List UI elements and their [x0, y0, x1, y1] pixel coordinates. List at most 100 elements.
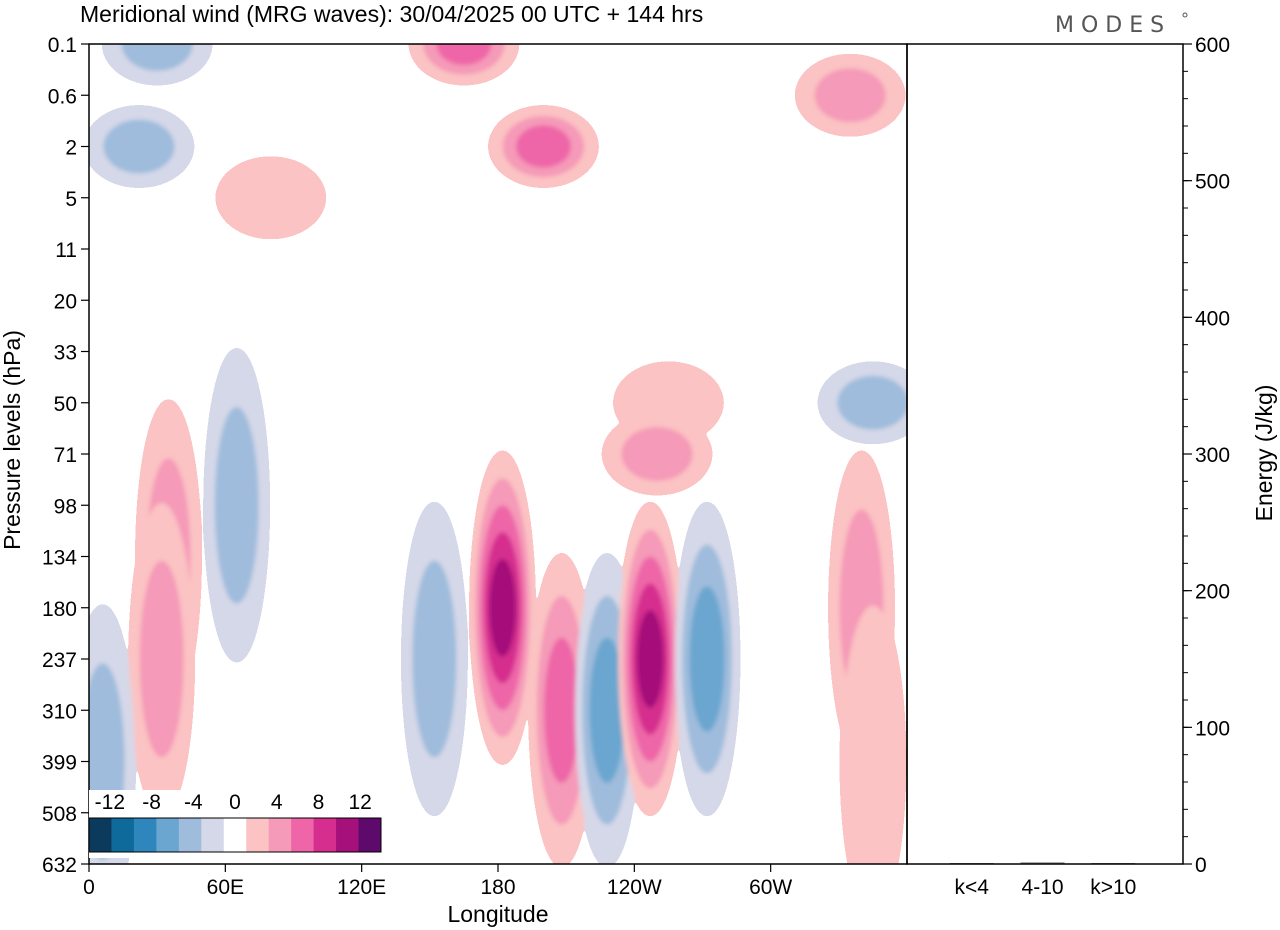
feature-contour — [589, 637, 625, 783]
energy-bars — [949, 862, 1136, 864]
y-tick-label: 399 — [42, 752, 77, 775]
x-tick-label: 120W — [607, 876, 662, 899]
energy-category-label: k<4 — [955, 876, 990, 899]
colorbar-swatch — [201, 818, 225, 852]
feature-positive — [529, 554, 594, 864]
heatmap-panel: 0.1 0.6 2 5 11 20 33 50 71 98 134 180 237 310 399 508 63… — [0, 34, 908, 927]
energy-axis-ticks: 0 100 200 300 400 500 600 — [1183, 34, 1230, 877]
x-tick-label: 60E — [207, 876, 244, 899]
energy-tick-label: 600 — [1195, 34, 1230, 57]
energy-tick-label: 300 — [1195, 444, 1230, 467]
colorbar-label: -12 — [95, 791, 125, 814]
y-axis-label: Pressure levels (hPa) — [0, 330, 25, 550]
feature-negative — [89, 106, 193, 187]
energy-frame — [906, 43, 1184, 865]
energy-tick-label: 500 — [1195, 171, 1230, 194]
feature-negative — [818, 362, 907, 443]
y-tick-label: 20 — [54, 290, 77, 313]
colorbar-labels: -12 -8 -4 0 4 8 12 — [95, 791, 372, 814]
colorbar-swatch — [223, 818, 247, 852]
feature-contour — [216, 157, 325, 238]
y-tick-label: 33 — [54, 342, 77, 365]
feature-positive — [840, 605, 905, 864]
feature-contour — [636, 610, 664, 708]
feature-contour — [689, 586, 725, 732]
feature-contour — [544, 637, 580, 783]
feature-contour — [814, 68, 886, 123]
chart-title: Meridional wind (MRG waves): 30/04/2025 … — [80, 1, 703, 27]
feature-contour — [840, 605, 905, 864]
energy-tick-label: 100 — [1195, 717, 1230, 740]
feature-positive — [129, 503, 194, 815]
feature-contour — [489, 558, 516, 657]
colorbar-label: 4 — [271, 791, 283, 814]
colorbar-swatch — [156, 818, 180, 852]
energy-bar — [1020, 862, 1065, 864]
energy-axis-label: Energy (J/kg) — [1251, 385, 1277, 522]
feature-negative — [89, 605, 135, 864]
colorbar-swatches — [89, 818, 382, 852]
y-axis-ticks: 0.1 0.6 2 5 11 20 33 50 71 98 134 180 237 310 399 508 63… — [42, 34, 89, 877]
colorbar-label: 8 — [313, 791, 325, 814]
feature-positive — [489, 106, 598, 187]
feature-contour — [103, 119, 175, 174]
feature-negative — [675, 503, 740, 815]
y-tick-label: 2 — [65, 137, 77, 160]
y-tick-label: 134 — [42, 547, 77, 570]
y-tick-label: 632 — [42, 854, 77, 877]
y-tick-label: 0.6 — [48, 85, 77, 108]
colorbar-frame — [88, 817, 382, 853]
colorbar-label: 0 — [229, 791, 241, 814]
feature-negative — [402, 503, 467, 815]
y-tick-label: 508 — [42, 803, 77, 826]
x-tick-label: 60W — [749, 876, 792, 899]
energy-bar — [949, 863, 994, 864]
y-tick-label: 71 — [54, 444, 77, 467]
x-axis-label: Longitude — [447, 901, 548, 927]
energy-category-label: k>10 — [1090, 876, 1136, 899]
energy-tick-label: 400 — [1195, 307, 1230, 330]
colorbar-swatch — [291, 818, 315, 852]
energy-tick-label: 200 — [1195, 581, 1230, 604]
y-tick-label: 11 — [55, 239, 77, 262]
colorbar-label: -8 — [142, 791, 161, 814]
logo-text: MODES — [1055, 13, 1171, 38]
x-tick-label: 120E — [337, 876, 386, 899]
energy-panel: 0 100 200 300 400 500 600 k<4 4-10 k>10 Energy (… — [906, 34, 1277, 899]
feature-positive — [603, 414, 712, 494]
colorbar-swatch — [358, 818, 382, 852]
colorbar-swatch — [89, 818, 112, 852]
feature-contour — [139, 560, 184, 758]
feature-negative — [204, 349, 269, 662]
feature-positive — [618, 503, 683, 815]
colorbar-swatch — [313, 818, 337, 852]
logo-mark-icon — [1182, 12, 1188, 18]
feature-positive — [409, 44, 518, 84]
colorbar-label: -4 — [184, 791, 203, 814]
feature-positive — [216, 157, 325, 238]
feature-contour — [214, 406, 259, 604]
colorbar-label: 12 — [348, 791, 371, 814]
feature-contour — [837, 375, 907, 430]
feature-contour — [121, 44, 193, 71]
energy-bar — [1091, 863, 1136, 864]
feature-contour — [436, 44, 492, 66]
colorbar-swatch — [111, 818, 135, 852]
feature-positive — [470, 451, 535, 764]
feature-negative — [103, 44, 212, 84]
y-tick-label: 180 — [42, 598, 77, 621]
y-tick-label: 5 — [65, 188, 77, 211]
feature-contour — [516, 125, 571, 168]
energy-category-label: 4-10 — [1022, 876, 1064, 899]
y-tick-label: 50 — [54, 393, 77, 416]
y-tick-label: 237 — [42, 649, 77, 672]
colorbar-swatch — [133, 818, 157, 852]
x-axis-ticks: 0 60E 120E 180 120W 60W — [83, 864, 792, 899]
colorbar: -12 -8 -4 0 4 8 12 — [88, 790, 386, 858]
feature-contour — [412, 560, 457, 758]
colorbar-swatch — [268, 818, 292, 852]
colorbar-swatch — [246, 818, 270, 852]
colorbar-swatch — [336, 818, 360, 852]
colorbar-swatch — [178, 818, 202, 852]
